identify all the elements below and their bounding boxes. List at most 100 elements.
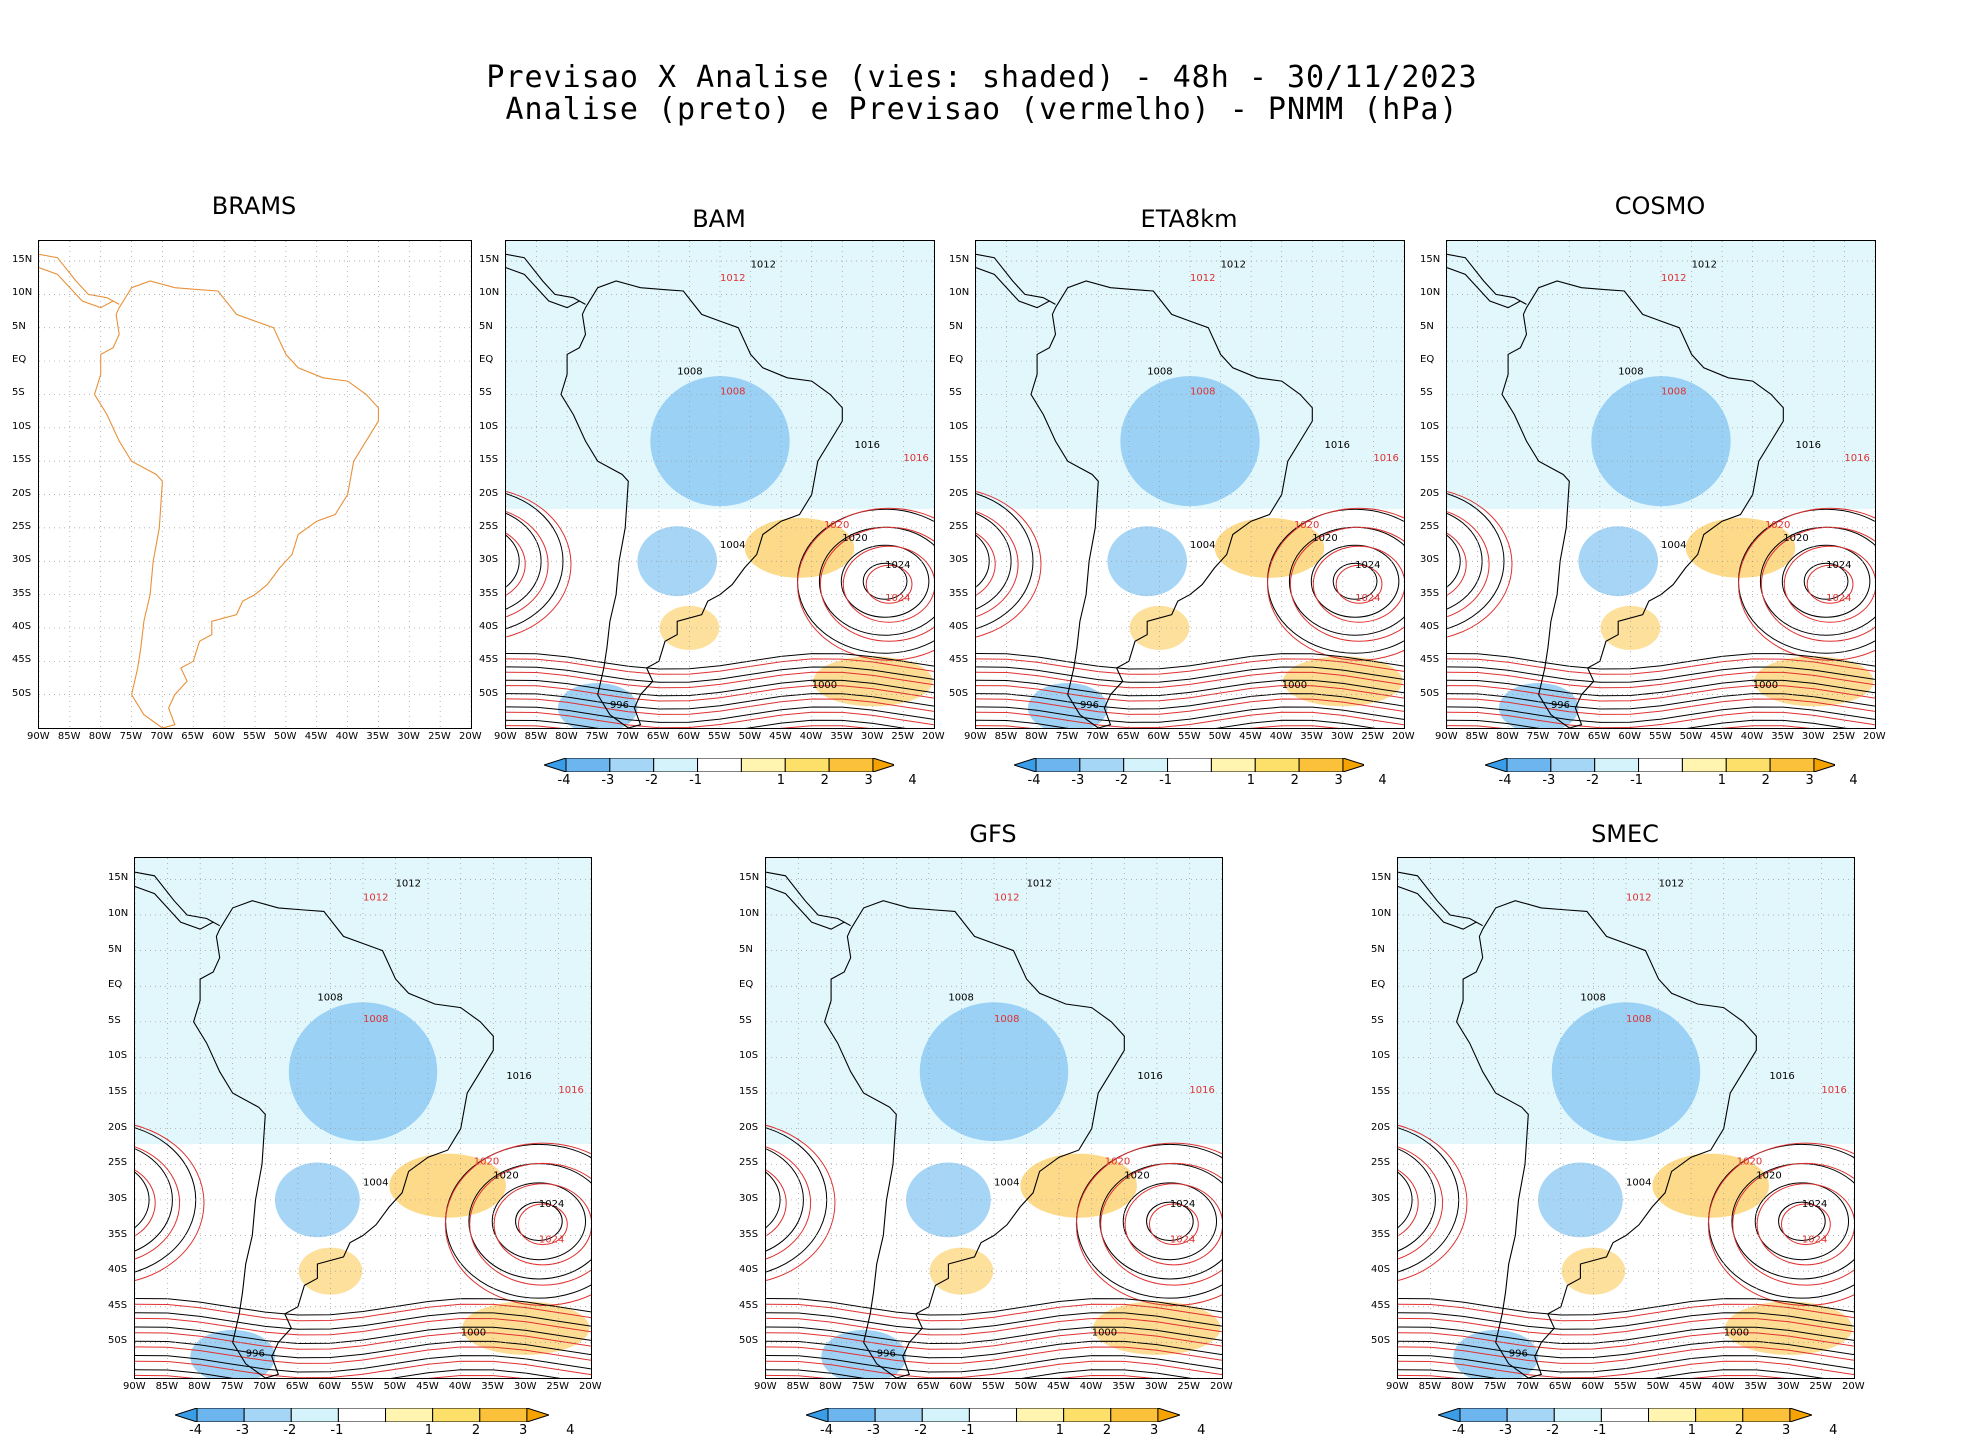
lon-tick-label: 45W (416, 1381, 439, 1392)
lon-tick-label: 80W (188, 1381, 211, 1392)
isobar-label: 1020 (1737, 1156, 1762, 1167)
colorbar-label: -4 (1452, 1423, 1465, 1438)
colorbar-bin (1695, 1407, 1744, 1423)
analysis-isobar (840, 544, 930, 618)
analysis-isobar (1447, 666, 1875, 683)
lat-tick-label: 25S (949, 520, 969, 532)
lon-tick-label: 20W (1392, 731, 1415, 742)
isobar-label: 1000 (1724, 1327, 1749, 1338)
lat-tick-label: 30S (479, 554, 499, 566)
colorbar-label: -2 (1115, 773, 1129, 788)
analysis-isobar (506, 653, 934, 670)
lon-tick-label: 45W (1239, 731, 1262, 742)
isobar-label: 1000 (1753, 680, 1778, 691)
forecast-isobar (506, 532, 526, 596)
lon-tick-label: 90W (1386, 1381, 1409, 1392)
lat-tick-label: EQ (1420, 354, 1435, 366)
lon-tick-label: 85W (1465, 731, 1489, 742)
analysis-isobar (1447, 493, 1505, 630)
forecast-isobar (976, 490, 1042, 638)
colorbar (541, 757, 897, 776)
isobar-label: 1016 (1796, 440, 1821, 451)
lat-tick-label: EQ (12, 354, 27, 366)
colorbar-label: -3 (1499, 1423, 1513, 1438)
analysis-isobar (976, 693, 1404, 710)
bias-shading-area (637, 526, 718, 597)
lat-tick-label: 50S (739, 1335, 759, 1347)
lon-tick-label: 30W (1776, 1381, 1800, 1392)
forecast-isobar (1398, 1169, 1419, 1237)
colorbar-label: 1 (1055, 1423, 1064, 1438)
lat-tick-label: 30S (949, 554, 969, 566)
bias-shading-area (1027, 682, 1108, 728)
lon-tick-label: 70W (884, 1381, 907, 1392)
lat-tick-label: 5S (949, 387, 962, 399)
isobar-label: 1024 (885, 593, 910, 604)
lon-tick-label: 50W (1646, 1381, 1670, 1392)
analysis-isobar (506, 493, 564, 630)
map-frame: 1012 1008 1016 1020 1024 1004 1000 996 1012 1008 1… (134, 857, 592, 1379)
forecast-isobar (1707, 1142, 1854, 1306)
isobar-label: 1004 (1661, 540, 1686, 551)
colorbar-label: -1 (689, 773, 703, 788)
colorbar-bin (565, 757, 610, 773)
analysis-isobar (506, 534, 520, 588)
isobar-label: 1024 (539, 1235, 564, 1246)
isobar-label: 1008 (677, 366, 702, 377)
analysis-isobar (1398, 1171, 1413, 1229)
forecast-isobar (976, 532, 996, 596)
forecast-isobar (506, 685, 934, 702)
colorbar-bin (1063, 1407, 1112, 1423)
analysis-isobar (506, 679, 934, 697)
lon-tick-label: 50W (738, 731, 762, 742)
colorbar-under-triangle (804, 1407, 829, 1423)
lat-tick-label: 35S (479, 587, 499, 599)
lat-tick-label: 30S (1371, 1192, 1391, 1204)
forecast-isobar (1398, 1332, 1854, 1350)
colorbar-over-triangle (871, 757, 897, 773)
lat-tick-label: EQ (108, 979, 123, 991)
colorbar-bin (1298, 757, 1343, 773)
lon-tick-label: 25W (1809, 1381, 1833, 1392)
lat-tick-label: 30S (108, 1192, 128, 1204)
colorbar-label: -3 (1071, 773, 1085, 788)
lat-tick-label: 5N (12, 320, 26, 332)
lon-tick-label: 70W (150, 731, 174, 742)
colorbar-label: 2 (1102, 1423, 1112, 1438)
colorbar-bin (1110, 1407, 1159, 1423)
lat-tick-label: 15S (479, 454, 499, 466)
lat-tick-label: 45S (1371, 1299, 1391, 1311)
lat-tick-label: 5S (108, 1014, 121, 1026)
lon-tick-label: 45W (769, 731, 792, 742)
lon-tick-label: 35W (1300, 731, 1323, 742)
lon-tick-label: 50W (1208, 731, 1232, 742)
map-svg: 1012 1008 1016 1020 1024 1004 1000 996 1012 1008 1… (1447, 241, 1875, 728)
forecast-isobar (1267, 507, 1404, 661)
map-svg: 1012 1008 1016 1020 1024 1004 1000 996 1012 1008 1… (506, 241, 934, 728)
forecast-isobar (1398, 1360, 1854, 1378)
analysis-isobar (1398, 1148, 1436, 1252)
isobar-label: 1016 (1821, 1085, 1846, 1096)
colorbar-under-triangle (1436, 1407, 1461, 1423)
analysis-isobar (135, 1171, 150, 1229)
isobar-label: 996 (1509, 1349, 1528, 1360)
colorbar (1011, 757, 1367, 776)
lon-tick-label: 65W (1548, 1381, 1572, 1392)
forecast-isobar (1783, 545, 1875, 623)
colorbar-bin (1742, 1407, 1791, 1423)
panel-title: GFS (969, 820, 1017, 848)
coastline-central-america (1398, 871, 1483, 930)
lon-tick-label: 30W (1144, 1381, 1168, 1392)
forecast-isobar (1447, 532, 1467, 596)
colorbar-bin (740, 757, 786, 773)
colorbar-label: -1 (1159, 773, 1173, 788)
isobar-label: 1016 (1325, 440, 1350, 451)
colorbar-bin (1016, 1407, 1065, 1423)
lat-tick-label: 35S (949, 587, 969, 599)
isobar-label: 1008 (948, 992, 973, 1003)
forecast-isobar (1447, 511, 1490, 618)
analysis-isobar (1310, 544, 1400, 618)
lat-tick-label: 40S (739, 1264, 759, 1276)
forecast-isobar (135, 1332, 591, 1350)
lat-tick-label: 40S (949, 620, 969, 632)
